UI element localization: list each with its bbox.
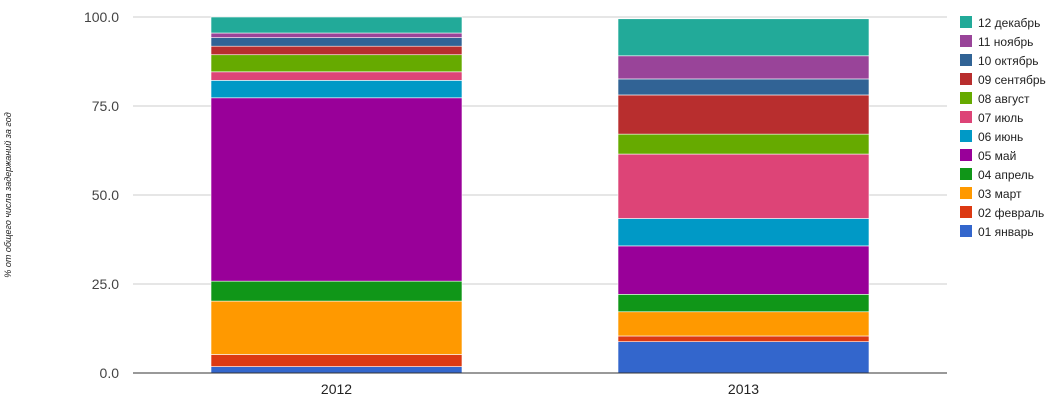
y-axis-title: % от общего числа задержаний за год bbox=[3, 112, 13, 277]
legend-swatch bbox=[960, 225, 972, 237]
bar-segment bbox=[210, 16, 463, 34]
bar-segment bbox=[210, 54, 463, 73]
legend-entry[interactable]: 07 июль bbox=[978, 111, 1023, 125]
legend-entry[interactable]: 11 ноябрь bbox=[978, 35, 1033, 49]
bar-stacks bbox=[210, 16, 870, 374]
bar-segment bbox=[617, 153, 870, 219]
legend-swatch bbox=[960, 54, 972, 66]
legend-entry[interactable]: 03 март bbox=[978, 187, 1022, 201]
legend-entry[interactable]: 09 сентябрь bbox=[978, 73, 1046, 87]
bar-segment bbox=[617, 94, 870, 135]
legend-swatch bbox=[960, 35, 972, 47]
bar-segment bbox=[617, 18, 870, 57]
legend-entry[interactable]: 02 февраль bbox=[978, 206, 1044, 220]
bar-segment bbox=[210, 280, 463, 302]
y-tick-label: 0.0 bbox=[100, 365, 120, 381]
y-tick-label: 50.0 bbox=[92, 187, 119, 203]
y-tick-label: 25.0 bbox=[92, 276, 119, 292]
legend-entry[interactable]: 04 апрель bbox=[978, 168, 1034, 182]
axes: 0.0 25.0 50.0 75.0 100.0 2012 2013 bbox=[84, 9, 947, 397]
bar-segment bbox=[617, 55, 870, 80]
x-tick-label: 2012 bbox=[321, 381, 352, 397]
legend-swatch bbox=[960, 73, 972, 85]
bar-segment bbox=[617, 335, 870, 342]
bar-segment bbox=[617, 133, 870, 155]
bar-segment bbox=[210, 300, 463, 355]
bar-segment bbox=[617, 311, 870, 337]
bar-segment bbox=[210, 32, 463, 38]
legend-swatch bbox=[960, 206, 972, 218]
bar-segment bbox=[210, 45, 463, 56]
bar-segment bbox=[617, 218, 870, 247]
legend-swatch bbox=[960, 92, 972, 104]
bar-segment bbox=[210, 37, 463, 47]
y-tick-label: 100.0 bbox=[84, 9, 119, 25]
legend-swatch bbox=[960, 111, 972, 123]
legend-entry[interactable]: 05 май bbox=[978, 149, 1016, 163]
legend-entry[interactable]: 12 декабрь bbox=[978, 16, 1040, 30]
legend-entry[interactable]: 08 август bbox=[978, 92, 1030, 106]
y-tick-label: 75.0 bbox=[92, 98, 119, 114]
bar-segment bbox=[617, 245, 870, 295]
legend[interactable]: 12 декабрь 11 ноябрь 10 октябрь 09 сентябрь… bbox=[960, 16, 1046, 239]
legend-swatch bbox=[960, 149, 972, 161]
bar-segment bbox=[210, 354, 463, 367]
bar-segment bbox=[210, 71, 463, 81]
legend-swatch bbox=[960, 168, 972, 180]
bar-segment bbox=[210, 366, 463, 374]
bar-segment bbox=[617, 294, 870, 313]
bar-segment bbox=[210, 80, 463, 99]
legend-entry[interactable]: 01 январь bbox=[978, 225, 1034, 239]
legend-swatch bbox=[960, 130, 972, 142]
legend-entry[interactable]: 10 октябрь bbox=[978, 54, 1039, 68]
legend-entry[interactable]: 06 июнь bbox=[978, 130, 1023, 144]
bar-segment bbox=[617, 78, 870, 96]
legend-swatch bbox=[960, 187, 972, 199]
bar-segment bbox=[617, 341, 870, 374]
legend-swatch bbox=[960, 16, 972, 28]
bar-segment bbox=[210, 97, 463, 282]
x-tick-label: 2013 bbox=[728, 381, 759, 397]
